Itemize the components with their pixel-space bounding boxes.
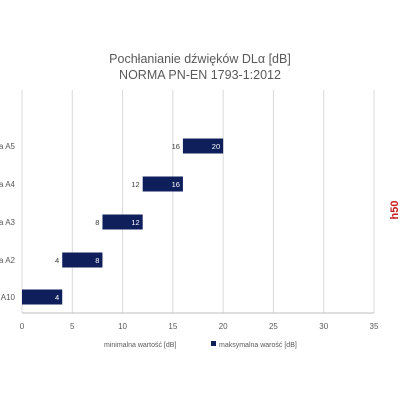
data-label-max: 20: [212, 142, 220, 151]
bar-max: [102, 214, 143, 230]
x-tick-label: 0: [20, 322, 25, 331]
x-tick-label: 10: [118, 322, 127, 331]
legend-label-max: maksymalna warość [dB]: [219, 342, 297, 349]
x-tick-label: 35: [370, 322, 379, 331]
legend-label-min: minimalna wartość [dB]: [104, 342, 176, 349]
x-tick-label: 15: [168, 322, 177, 331]
watermark-logo: h50: [389, 201, 400, 220]
bar-max: [62, 252, 103, 268]
category-label: a A5: [0, 142, 16, 151]
category-label: a A3: [0, 218, 16, 227]
data-label-max: 12: [131, 218, 139, 227]
data-label-max: 8: [95, 256, 99, 265]
chart-title: Pochłanianie dźwięków DLα [dB]: [109, 52, 291, 66]
category-label: a A2: [0, 256, 16, 265]
data-labels: 4 4 8 8 12 12 16 16 20: [55, 142, 220, 302]
bar-max: [142, 176, 183, 192]
data-label-min: 4: [55, 256, 59, 265]
data-label-min: 16: [172, 142, 180, 151]
category-label: a A4: [0, 180, 16, 189]
x-tick-label: 5: [70, 322, 75, 331]
category-label: a A10: [0, 293, 16, 302]
chart-subtitle: NORMA PN-EN 1793-1:2012: [119, 68, 281, 82]
legend-swatch-max: [211, 341, 216, 346]
x-tick-label: 25: [269, 322, 278, 331]
gridlines: [21, 90, 375, 313]
y-axis-categories: a A10 a A2 a A3 a A4 a A5: [0, 142, 16, 302]
data-label-min: 12: [131, 180, 139, 189]
bars: [22, 138, 224, 305]
x-tick-label: 30: [319, 322, 328, 331]
x-tick-label: 20: [219, 322, 228, 331]
x-axis-ticks: 0 5 10 15 20 25 30 35: [20, 312, 379, 331]
data-label-max: 16: [172, 180, 180, 189]
bar-max: [182, 138, 224, 154]
data-label-max: 4: [55, 293, 59, 302]
legend: minimalna wartość [dB] maksymalna warość…: [104, 341, 297, 349]
bar-max: [22, 289, 63, 305]
data-label-min: 8: [95, 218, 99, 227]
